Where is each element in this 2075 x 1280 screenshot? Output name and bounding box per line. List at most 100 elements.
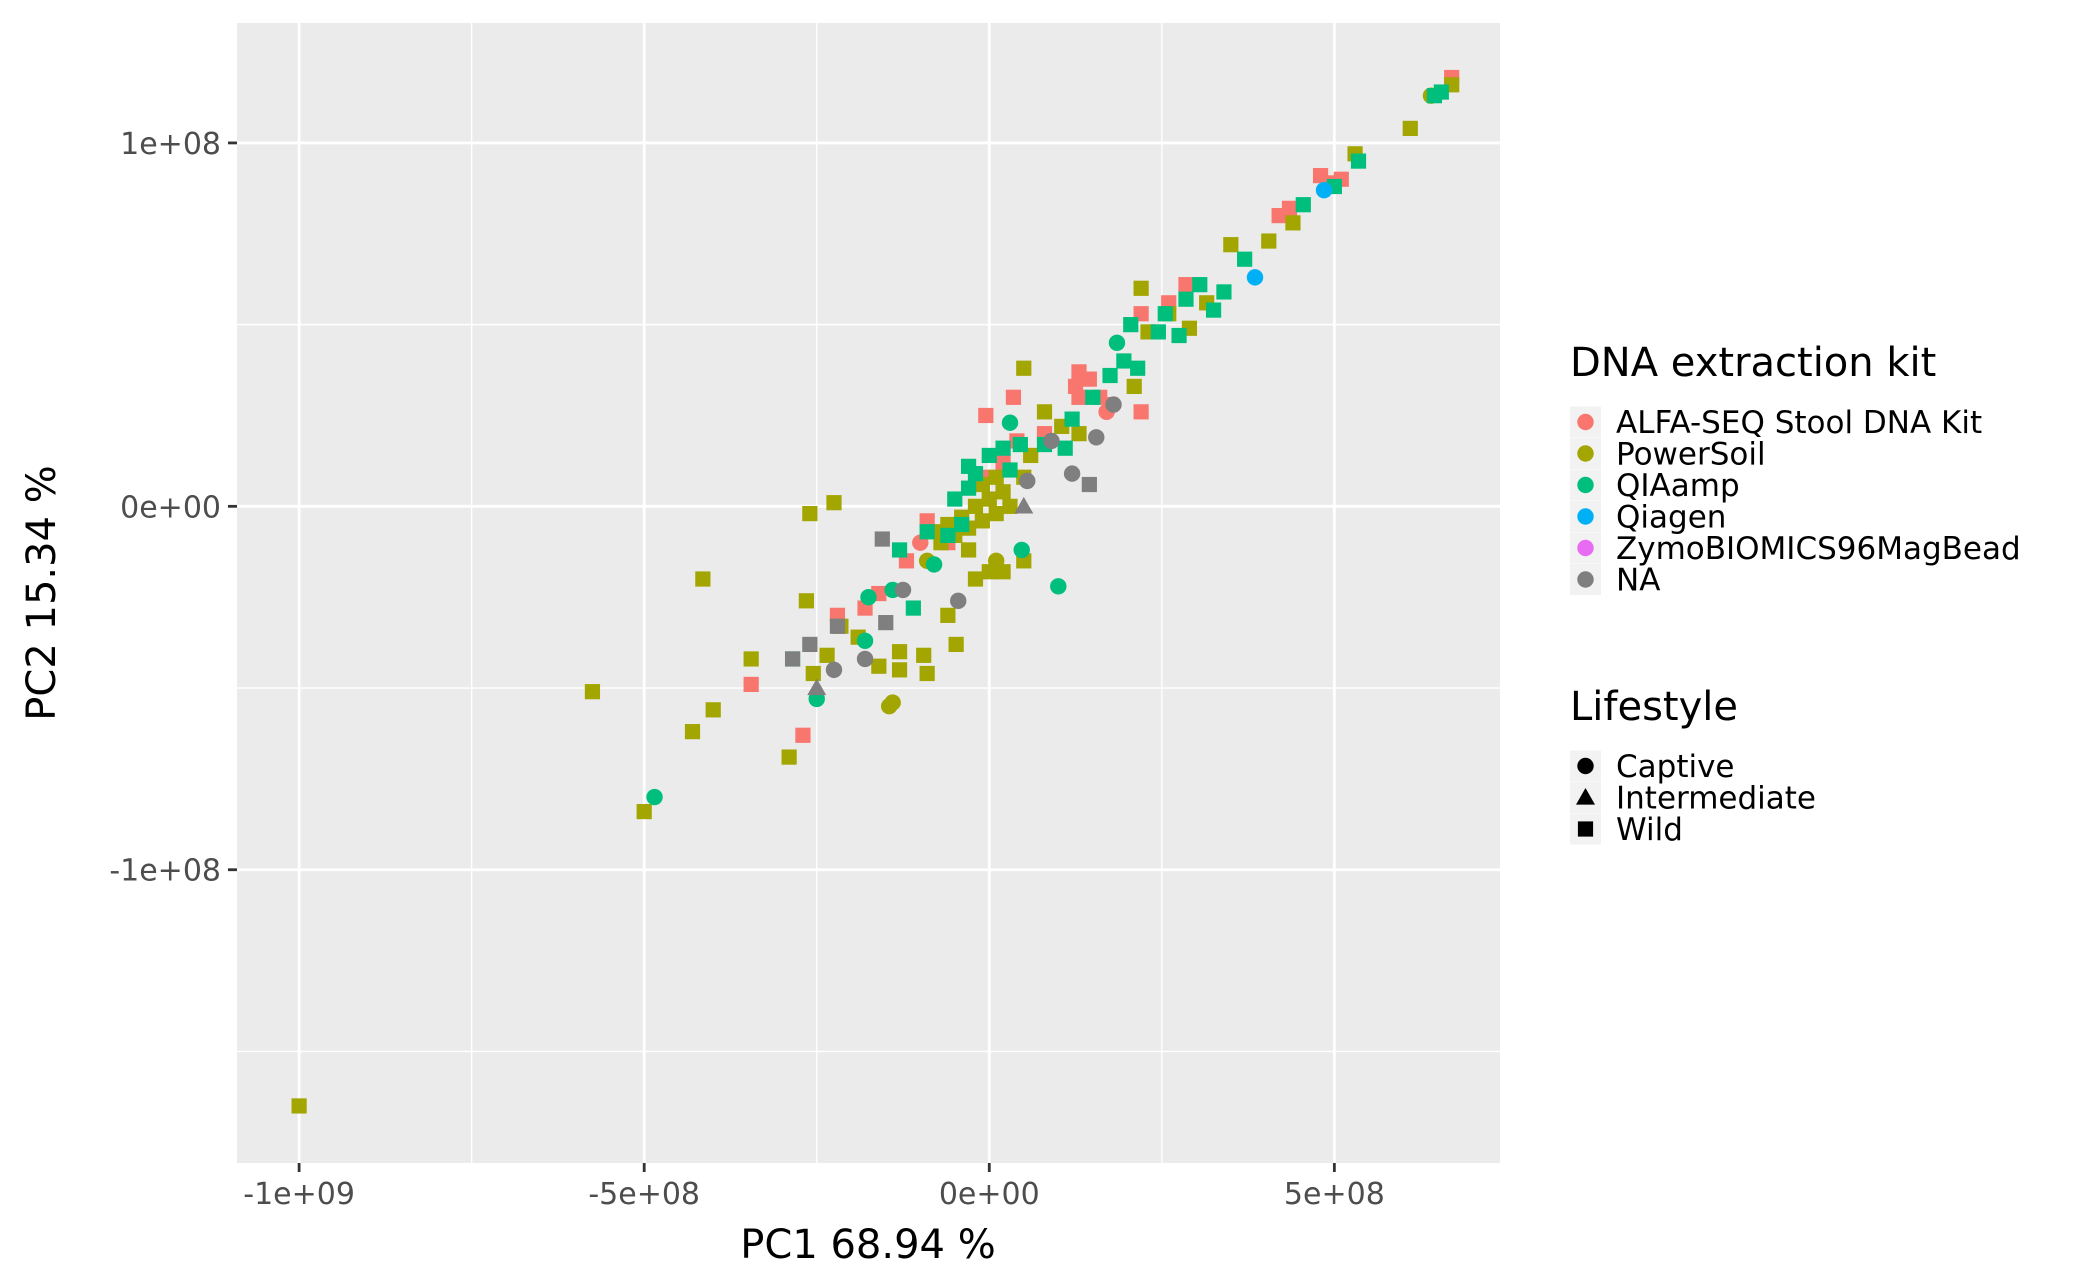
legend-item-label: Wild <box>1616 812 1683 848</box>
data-point <box>684 724 701 740</box>
data-point <box>987 552 1005 570</box>
data-point <box>1315 181 1333 199</box>
data-point <box>1402 120 1418 136</box>
data-point <box>798 593 814 609</box>
data-point <box>584 684 601 700</box>
data-point <box>1171 327 1187 344</box>
data-point <box>947 491 963 507</box>
legend-item-label: Qiagen <box>1616 500 1726 536</box>
data-point <box>995 440 1011 456</box>
y-axis: 1e+08 0e+00 -1e+08 <box>109 127 237 889</box>
data-point <box>695 571 711 587</box>
data-point <box>743 651 759 667</box>
data-point <box>1216 284 1232 300</box>
data-point <box>1178 291 1194 307</box>
legend-key-symbol <box>1577 539 1594 557</box>
data-point <box>705 702 721 718</box>
data-point <box>891 644 908 660</box>
data-point <box>919 524 935 540</box>
data-point <box>967 498 984 514</box>
data-point <box>894 581 912 599</box>
data-point <box>967 571 984 587</box>
data-point <box>891 662 908 678</box>
y-tick-label: 1e+08 <box>120 127 221 162</box>
data-point <box>825 661 843 679</box>
data-point <box>807 678 827 696</box>
data-point <box>1071 426 1087 442</box>
data-point <box>1205 302 1222 318</box>
y-axis-title: PC2 15.34 % <box>19 465 65 720</box>
y-tick-label: -1e+08 <box>109 854 221 889</box>
data-point <box>291 1098 307 1114</box>
x-tick-label: 0e+00 <box>939 1177 1040 1212</box>
data-point <box>1013 541 1030 559</box>
legend-key-symbol <box>1577 571 1594 588</box>
minor-gridlines <box>237 23 1500 1163</box>
data-point <box>1102 367 1118 384</box>
data-point <box>1012 436 1028 453</box>
data-point <box>954 516 970 533</box>
data-point <box>1036 404 1053 420</box>
data-point <box>1064 411 1080 427</box>
data-point <box>743 676 759 692</box>
data-point <box>1002 498 1018 514</box>
data-point <box>925 556 943 573</box>
data-point <box>988 469 1004 485</box>
data-point <box>981 447 997 464</box>
legend-key-symbol <box>1577 508 1594 525</box>
data-point <box>1350 153 1367 169</box>
data-point <box>919 665 935 682</box>
data-point <box>802 505 818 522</box>
data-point <box>856 650 874 668</box>
data-point <box>1157 306 1173 322</box>
data-point <box>1081 371 1097 387</box>
legend-item-label: Captive <box>1616 749 1735 785</box>
x-axis: -1e+09 -5e+08 0e+00 5e+08 <box>243 1163 1385 1212</box>
data-point <box>795 727 811 743</box>
legend-title-kit: DNA extraction kit <box>1570 340 1936 386</box>
x-tick-label: -1e+09 <box>243 1177 355 1212</box>
legend-key-symbol <box>1576 788 1595 805</box>
data-point <box>874 531 890 547</box>
legend-item-label: ALFA-SEQ Stool DNA Kit <box>1616 405 1982 441</box>
data-point <box>940 527 956 544</box>
data-point <box>1116 353 1132 369</box>
data-point <box>860 588 877 606</box>
data-point <box>1133 280 1149 296</box>
data-point <box>1085 389 1101 405</box>
data-point <box>878 615 894 631</box>
data-point <box>995 484 1011 500</box>
data-point <box>1223 237 1239 253</box>
legend-item-label: PowerSoil <box>1616 437 1766 473</box>
data-point <box>1237 251 1253 267</box>
x-tick-label: -5e+08 <box>588 1177 700 1212</box>
data-point <box>1123 317 1139 333</box>
data-point <box>802 636 818 653</box>
legend-item-label: ZymoBIOMICS96MagBead <box>1616 531 2021 567</box>
data-point <box>950 592 967 610</box>
data-point <box>1271 208 1287 224</box>
data-point <box>1126 378 1142 395</box>
data-point <box>940 607 956 623</box>
data-point <box>646 788 663 806</box>
legend-key-symbol <box>1577 445 1594 462</box>
data-point <box>1043 432 1060 450</box>
legend-item-label: Intermediate <box>1616 781 1816 817</box>
data-point <box>1005 389 1022 405</box>
data-point <box>1133 404 1149 420</box>
data-point <box>1050 578 1067 595</box>
data-point <box>1130 360 1146 376</box>
legend-key-symbol <box>1577 821 1594 837</box>
data-point <box>1014 496 1034 514</box>
data-point <box>1192 277 1208 293</box>
data-point <box>1295 197 1311 213</box>
data-point <box>960 480 977 496</box>
data-point <box>1246 269 1264 286</box>
data-point <box>1261 233 1277 249</box>
x-axis-title: PC1 68.94 % <box>740 1222 995 1268</box>
data-point <box>805 665 821 682</box>
major-gridlines <box>237 23 1500 1163</box>
data-point <box>978 407 994 424</box>
data-point <box>988 505 1004 522</box>
